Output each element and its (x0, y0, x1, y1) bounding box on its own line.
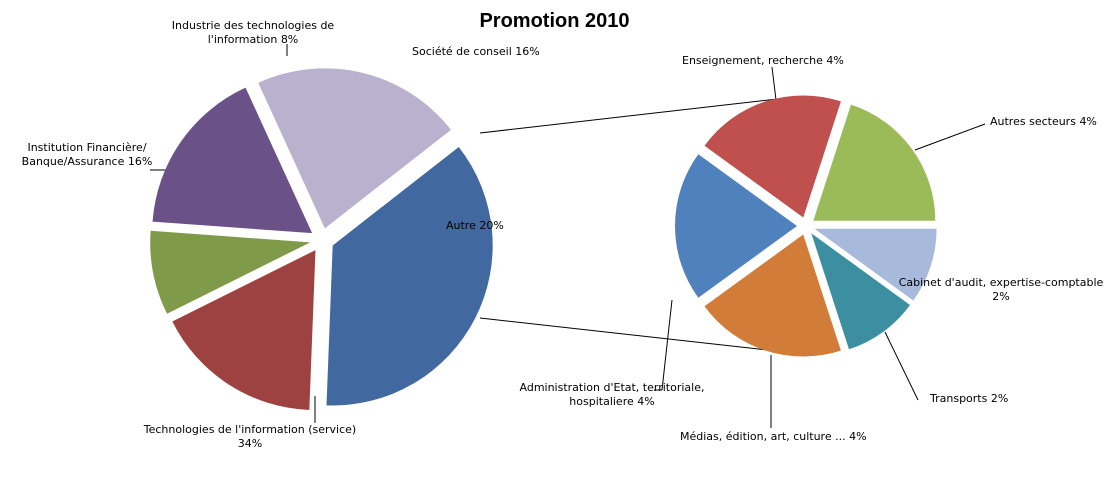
value-label: 34% (237, 437, 263, 450)
data-label: Industrie des technologies de l'informat… (168, 19, 338, 47)
pie-slice (811, 233, 910, 350)
pie-slice (152, 87, 313, 234)
chart-title: Promotion 2010 (479, 10, 630, 32)
pie-slice (172, 250, 316, 410)
pie-slice (704, 234, 841, 357)
leader-line (914, 123, 986, 151)
value-label: 16% (515, 45, 540, 58)
value-label: 4% (1079, 115, 1097, 128)
value-label: 2% (992, 290, 1010, 303)
data-label: Institution Financière/ Banque/Assurance… (12, 141, 162, 169)
data-label: Médias, édition, art, culture ... 4% (680, 430, 867, 444)
value-label: 2% (990, 392, 1009, 405)
pie-slice (150, 230, 311, 314)
pie-slice (813, 104, 936, 221)
category-label: Société de conseil (412, 45, 512, 58)
pie-slice (326, 146, 493, 406)
data-label: Technologies de l'information (service) … (140, 423, 360, 451)
value-label: 16% (127, 155, 153, 168)
data-label: Enseignement, recherche 4% (682, 54, 844, 68)
category-label: Administration d'Etat, territoriale, hos… (519, 381, 705, 408)
category-label: Cabinet d'audit, expertise-comptable (898, 276, 1104, 289)
data-label: Société de conseil 16% (412, 45, 540, 59)
value-label: 20% (479, 219, 504, 232)
category-label: Enseignement, recherche (682, 54, 823, 67)
leader-line (884, 331, 919, 401)
category-label: Institution Financière/ Banque/Assurance (21, 141, 147, 168)
value-label: 8% (280, 33, 299, 46)
data-label: Cabinet d'audit, expertise-comptable 2% (898, 276, 1104, 304)
category-label: Technologies de l'information (service) (143, 423, 357, 436)
value-label: 4% (849, 430, 867, 443)
data-label: Administration d'Etat, territoriale, hos… (516, 381, 708, 409)
category-label: Autre (446, 219, 476, 232)
category-label: Médias, édition, art, culture ... (680, 430, 846, 443)
leader-line (661, 299, 673, 391)
leader-lines (150, 44, 986, 428)
value-label: 4% (637, 395, 655, 408)
category-label: Autres secteurs (990, 115, 1076, 128)
pie-slice (674, 154, 797, 298)
pie-slice (704, 95, 841, 218)
data-label: Autre 20% (446, 219, 504, 233)
connector-line (479, 96, 796, 134)
leader-line (771, 66, 777, 101)
category-label: Transports (930, 392, 988, 405)
data-label: Autres secteurs 4% (990, 115, 1097, 129)
connector-line (479, 317, 796, 354)
pie-slice (258, 68, 451, 229)
pie-slice (814, 228, 937, 301)
value-label: 4% (826, 54, 844, 67)
data-label: Transports 2% (930, 392, 1008, 406)
category-label: Industrie des technologies de l'informat… (171, 19, 335, 46)
